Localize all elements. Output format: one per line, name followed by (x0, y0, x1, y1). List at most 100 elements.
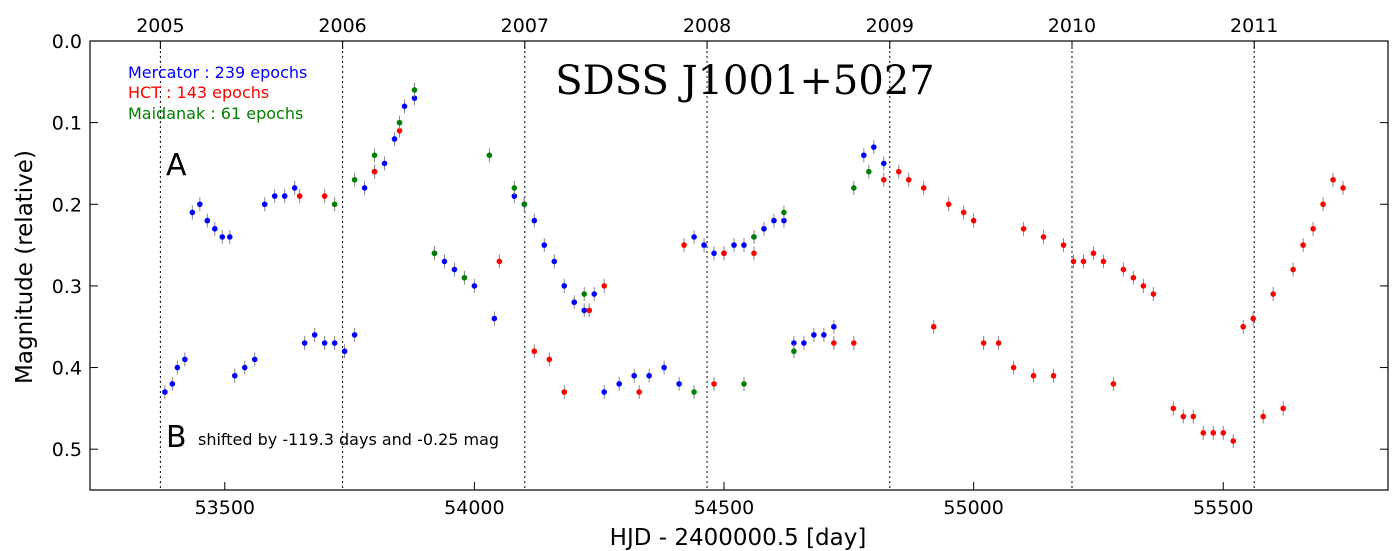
point-series-1 (851, 340, 857, 346)
point-series-1 (895, 168, 902, 175)
point-series-0 (771, 217, 777, 224)
chart-title: SDSS J1001+5027 (555, 58, 934, 104)
point-series-2 (581, 291, 588, 297)
point-series-0 (511, 193, 518, 199)
point-series-0 (219, 234, 226, 240)
y-tick-label: 0.5 (52, 439, 82, 461)
y-axis-title: Magnitude (relative) (12, 150, 38, 384)
point-series-0 (646, 372, 652, 379)
point-series-0 (251, 356, 258, 363)
point-series-0 (791, 340, 797, 346)
point-series-0 (831, 323, 837, 330)
point-series-1 (970, 217, 977, 224)
point-series-1 (1210, 430, 1217, 436)
point-series-1 (1220, 430, 1227, 436)
point-series-1 (751, 250, 757, 257)
year-label: 2010 (1048, 15, 1096, 37)
point-series-0 (261, 201, 268, 208)
point-series-2 (486, 152, 493, 159)
point-series-0 (471, 283, 478, 289)
y-tick-label: 0.1 (52, 113, 82, 135)
point-series-1 (321, 193, 328, 199)
point-series-2 (351, 176, 358, 183)
point-series-1 (930, 323, 937, 330)
point-series-0 (581, 307, 588, 314)
point-series-0 (401, 103, 408, 110)
point-series-0 (561, 283, 568, 289)
point-series-1 (1270, 291, 1276, 297)
point-series-1 (496, 258, 503, 265)
point-series-0 (441, 258, 448, 265)
point-series-1 (601, 283, 608, 289)
y-tick-label: 0.4 (52, 358, 82, 380)
year-label: 2011 (1230, 15, 1278, 37)
point-series-1 (1030, 372, 1037, 379)
point-series-1 (1290, 266, 1296, 273)
point-series-2 (691, 389, 697, 395)
point-series-0 (541, 242, 548, 248)
point-series-0 (361, 185, 368, 191)
point-series-1 (1120, 266, 1127, 273)
point-series-0 (351, 332, 358, 338)
point-series-1 (1170, 405, 1177, 412)
point-series-1 (296, 193, 303, 199)
point-series-0 (741, 242, 747, 248)
point-series-2 (751, 234, 757, 240)
point-series-0 (204, 217, 211, 224)
point-series-0 (701, 242, 707, 248)
point-series-1 (1110, 381, 1117, 387)
point-series-1 (1040, 234, 1047, 240)
point-series-0 (331, 340, 338, 346)
point-series-0 (761, 225, 767, 232)
point-series-0 (311, 332, 318, 338)
point-series-0 (821, 332, 827, 338)
year-label: 2005 (136, 15, 184, 37)
point-series-0 (291, 185, 298, 191)
point-series-2 (781, 209, 787, 216)
point-series-1 (1330, 176, 1336, 183)
point-series-0 (271, 193, 278, 199)
point-series-0 (631, 372, 637, 379)
point-series-1 (636, 389, 642, 395)
point-series-1 (1080, 258, 1087, 265)
point-series-0 (212, 225, 218, 232)
point-series-2 (331, 201, 338, 208)
point-series-1 (1260, 413, 1266, 420)
point-series-1 (945, 201, 952, 208)
point-series-1 (1150, 291, 1157, 297)
point-series-0 (616, 381, 622, 387)
x-tick-label: 55500 (1193, 497, 1253, 519)
point-series-1 (1020, 225, 1027, 232)
point-series-1 (905, 176, 912, 183)
year-label: 2008 (683, 15, 731, 37)
point-series-0 (531, 217, 538, 224)
point-series-1 (681, 242, 687, 248)
point-series-1 (371, 168, 378, 175)
point-series-2 (851, 185, 857, 191)
point-series-0 (711, 250, 717, 257)
point-series-0 (861, 152, 867, 159)
point-series-0 (491, 315, 498, 322)
point-series-0 (281, 193, 288, 199)
year-label: 2006 (318, 15, 366, 37)
point-series-0 (391, 136, 398, 142)
point-series-2 (396, 119, 403, 126)
point-series-1 (1060, 242, 1067, 248)
point-series-0 (241, 364, 248, 371)
legend-mercator: Mercator : 239 epochs (128, 63, 307, 82)
point-series-1 (1010, 364, 1017, 371)
point-series-1 (1280, 405, 1286, 412)
legend-maidanak: Maidanak : 61 epochs (128, 104, 303, 123)
point-series-0 (591, 291, 598, 297)
x-tick-label: 54500 (694, 497, 754, 519)
point-series-2 (431, 250, 438, 257)
point-series-2 (461, 274, 468, 281)
point-series-2 (866, 168, 872, 175)
point-series-0 (341, 348, 348, 355)
point-series-0 (162, 389, 168, 395)
point-series-2 (511, 185, 518, 191)
point-series-1 (1140, 283, 1147, 289)
point-series-0 (691, 234, 697, 240)
year-label: 2007 (501, 15, 549, 37)
